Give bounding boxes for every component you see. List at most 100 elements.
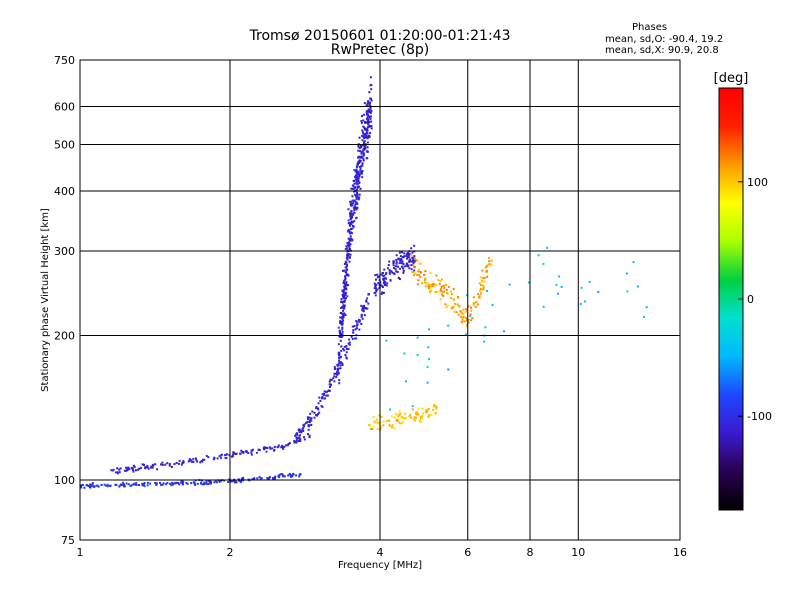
data-point <box>355 198 358 201</box>
data-point <box>259 477 262 480</box>
data-point <box>301 428 304 431</box>
data-point <box>126 468 129 471</box>
data-point <box>458 305 461 308</box>
data-point <box>484 326 487 329</box>
data-point <box>151 466 154 469</box>
data-point <box>377 282 380 285</box>
data-point <box>176 481 179 484</box>
data-point <box>480 287 483 290</box>
data-point <box>240 479 243 482</box>
data-point <box>390 270 393 273</box>
data-point <box>178 483 181 486</box>
data-point <box>219 454 222 457</box>
data-point <box>212 458 215 461</box>
data-point <box>335 376 338 379</box>
data-point <box>417 270 420 273</box>
data-point <box>343 295 346 298</box>
data-point <box>344 275 347 278</box>
data-point <box>597 291 600 294</box>
data-point <box>360 165 363 168</box>
data-point <box>417 407 420 410</box>
data-point <box>351 221 354 224</box>
data-point <box>483 277 486 280</box>
data-point <box>488 262 491 265</box>
data-point <box>143 482 146 485</box>
data-point <box>369 424 372 427</box>
data-point <box>349 232 352 235</box>
data-point <box>369 76 372 79</box>
data-point <box>360 171 363 174</box>
data-point <box>467 305 470 308</box>
data-point <box>406 257 409 260</box>
data-point <box>447 368 450 371</box>
data-point <box>295 438 298 441</box>
data-point <box>199 461 202 464</box>
data-point <box>440 286 443 289</box>
data-point <box>427 346 430 349</box>
data-point <box>307 428 310 431</box>
data-point <box>411 408 414 411</box>
data-point <box>392 266 395 269</box>
data-point <box>408 253 411 256</box>
data-point <box>350 187 353 190</box>
data-point <box>409 260 412 263</box>
data-point <box>343 306 346 309</box>
phase-stats-o: mean, sd,O: -90.4, 19.2 <box>605 34 724 45</box>
data-point <box>345 245 348 248</box>
data-point <box>276 446 279 449</box>
data-point <box>354 206 357 209</box>
data-point <box>356 194 359 197</box>
data-point <box>154 481 157 484</box>
data-point <box>366 297 369 300</box>
data-point <box>307 423 310 426</box>
data-point <box>405 417 408 420</box>
data-point <box>405 254 408 257</box>
colorbar-ticks: 100 0 -100 <box>738 176 772 423</box>
data-point <box>298 475 301 478</box>
data-point <box>202 458 205 461</box>
data-point <box>341 333 344 336</box>
data-point <box>414 417 417 420</box>
data-point <box>123 469 126 472</box>
data-point <box>355 166 358 169</box>
data-point <box>362 154 365 157</box>
data-point <box>382 278 385 281</box>
data-point <box>288 472 291 475</box>
data-point <box>356 202 359 205</box>
data-point <box>360 304 363 307</box>
data-point <box>376 276 379 279</box>
colorbar-tick-label: 100 <box>747 176 768 189</box>
data-point <box>364 146 367 149</box>
data-point <box>422 412 425 415</box>
data-point <box>339 332 342 335</box>
data-point <box>368 102 371 105</box>
data-point <box>358 161 361 164</box>
data-point <box>347 253 350 256</box>
data-point <box>146 484 149 487</box>
data-point <box>330 384 333 387</box>
data-point <box>482 284 485 287</box>
data-point <box>406 254 409 257</box>
y-tick-label: 750 <box>54 54 75 67</box>
data-point <box>341 269 344 272</box>
data-point <box>95 484 98 487</box>
data-point <box>123 485 126 488</box>
data-point <box>81 483 84 486</box>
data-point <box>469 313 472 316</box>
data-point <box>134 469 137 472</box>
data-point <box>121 484 124 487</box>
data-point <box>293 440 296 443</box>
data-point <box>472 296 475 299</box>
data-point <box>374 285 377 288</box>
y-tick-label: 500 <box>54 139 75 152</box>
data-point <box>375 290 378 293</box>
data-point <box>358 147 361 150</box>
data-point <box>300 429 303 432</box>
data-point <box>360 152 363 155</box>
data-point <box>346 295 349 298</box>
data-point <box>560 285 563 288</box>
data-point <box>407 251 410 254</box>
data-point <box>384 272 387 275</box>
data-point <box>424 277 427 280</box>
data-point <box>250 453 253 456</box>
